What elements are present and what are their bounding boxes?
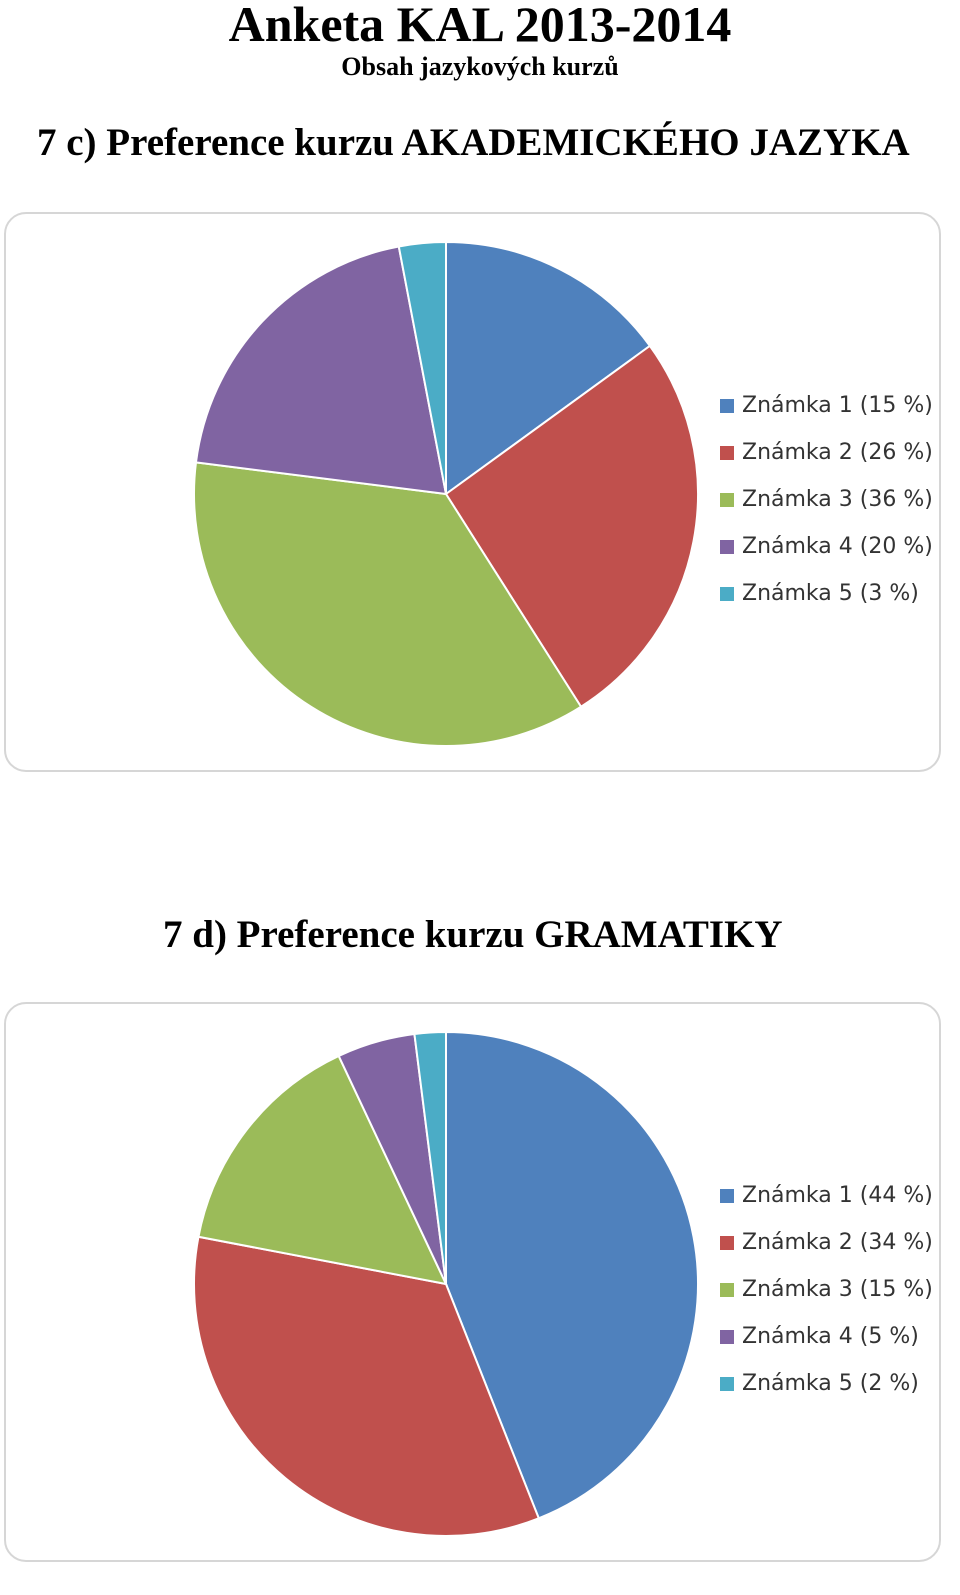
- legend-label: Známka 3 (36 %): [742, 487, 933, 512]
- chart-title: 7 d) Preference kurzu GRAMATIKY: [163, 913, 783, 956]
- legend-label: Známka 5 (2 %): [742, 1371, 919, 1396]
- legend-item-2: Známka 2 (26 %): [720, 429, 933, 476]
- legend-swatch: [720, 1235, 734, 1250]
- legend-swatch: [720, 492, 734, 507]
- pie-slice-3: [197, 1054, 448, 1286]
- chart-legend: Známka 1 (15 %) Známka 2 (26 %) Známka 3 (…: [720, 382, 933, 617]
- legend-swatch: [720, 1329, 734, 1344]
- pie-chart-gramatika: Známka 1 (44 %) Známka 2 (34 %) Známka 3 (…: [4, 1002, 941, 1562]
- legend-swatch: [720, 1282, 734, 1297]
- pie-chart-canvas: [193, 1030, 699, 1537]
- legend-item-5: Známka 5 (2 %): [720, 1360, 933, 1407]
- legend-item-4: Známka 4 (20 %): [720, 523, 933, 570]
- pie-chart-canvas: [193, 240, 699, 747]
- legend-label: Známka 4 (20 %): [742, 534, 933, 559]
- page-title: Anketa KAL 2013-2014: [228, 0, 732, 52]
- pie-slice-1: [445, 1030, 699, 1520]
- pie-slice-2: [444, 344, 699, 709]
- pie-slice-4: [194, 245, 448, 496]
- pie-slice-5: [397, 240, 447, 495]
- legend-item-1: Známka 1 (15 %): [720, 382, 933, 429]
- legend-swatch: [720, 1376, 734, 1391]
- legend-label: Známka 2 (26 %): [742, 440, 933, 465]
- chart-legend: Známka 1 (44 %) Známka 2 (34 %) Známka 3 (…: [720, 1172, 933, 1407]
- legend-swatch: [720, 398, 734, 413]
- legend-swatch: [720, 1188, 734, 1203]
- legend-swatch: [720, 586, 734, 601]
- legend-item-4: Známka 4 (5 %): [720, 1313, 933, 1360]
- pie-slice-1: [445, 240, 652, 496]
- legend-label: Známka 4 (5 %): [742, 1324, 919, 1349]
- legend-item-1: Známka 1 (44 %): [720, 1172, 933, 1219]
- legend-swatch: [720, 445, 734, 460]
- legend-label: Známka 1 (44 %): [742, 1183, 933, 1208]
- page-subtitle: Obsah jazykových kurzů: [341, 52, 619, 81]
- pie-slice-5: [413, 1030, 447, 1285]
- pie-slice-3: [193, 461, 583, 747]
- pie-slice-2: [193, 1235, 541, 1537]
- legend-item-5: Známka 5 (3 %): [720, 570, 933, 617]
- legend-swatch: [720, 539, 734, 554]
- chart-title: 7 c) Preference kurzu AKADEMICKÉHO JAZYK…: [37, 121, 910, 164]
- legend-label: Známka 1 (15 %): [742, 393, 933, 418]
- legend-item-2: Známka 2 (34 %): [720, 1219, 933, 1266]
- legend-item-3: Známka 3 (15 %): [720, 1266, 933, 1313]
- pie-chart-akademicky-jazyk: Známka 1 (15 %) Známka 2 (26 %) Známka 3 (…: [4, 212, 941, 772]
- legend-label: Známka 2 (34 %): [742, 1230, 933, 1255]
- legend-item-3: Známka 3 (36 %): [720, 476, 933, 523]
- legend-label: Známka 3 (15 %): [742, 1277, 933, 1302]
- legend-label: Známka 5 (3 %): [742, 581, 919, 606]
